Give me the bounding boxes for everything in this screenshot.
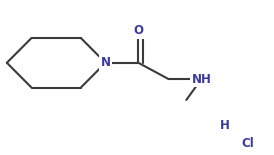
Text: NH: NH bbox=[192, 73, 211, 86]
Text: O: O bbox=[133, 24, 143, 38]
Text: Cl: Cl bbox=[241, 137, 254, 150]
Text: N: N bbox=[101, 56, 110, 69]
Text: H: H bbox=[220, 119, 230, 132]
